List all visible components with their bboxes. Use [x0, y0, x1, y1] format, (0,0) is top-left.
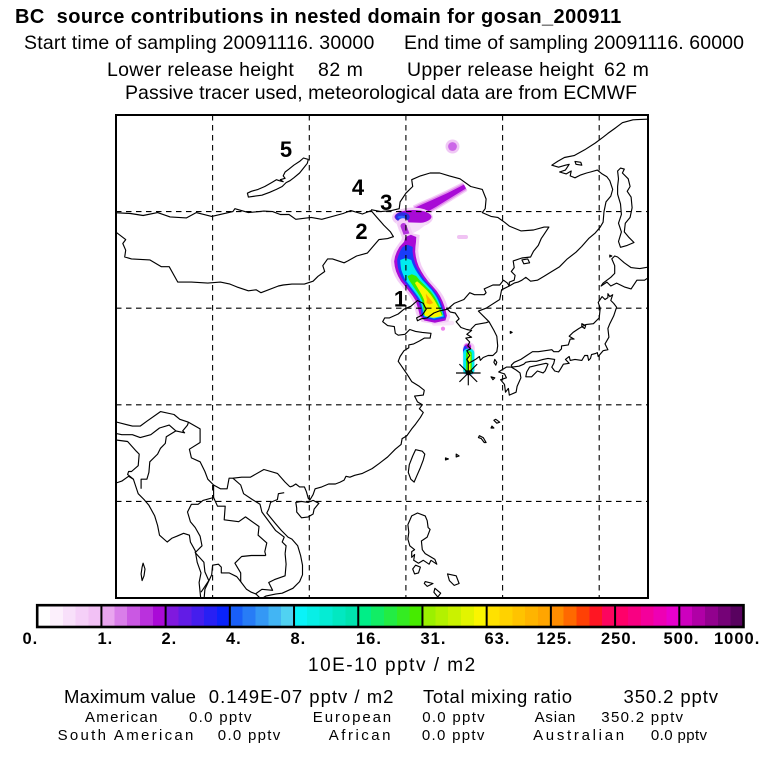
svg-text:4: 4	[352, 175, 365, 200]
svg-text:2: 2	[355, 219, 367, 244]
svg-text:3: 3	[380, 190, 392, 215]
svg-text:5: 5	[280, 137, 292, 162]
svg-text:1: 1	[394, 287, 406, 312]
